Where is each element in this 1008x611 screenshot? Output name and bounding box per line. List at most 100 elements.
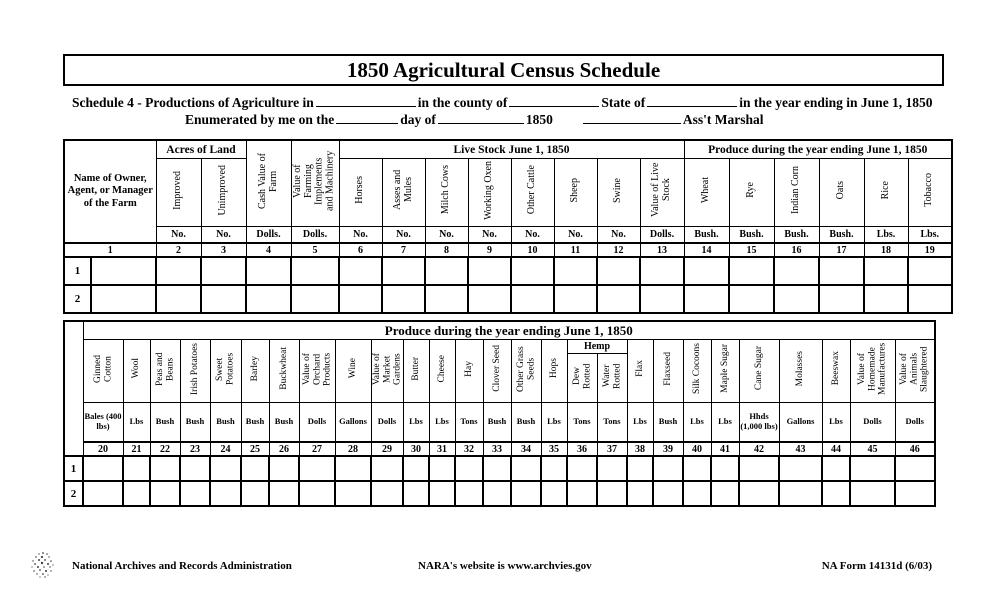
entry-cell-col31 — [428, 480, 456, 507]
name-entry-cell — [90, 284, 157, 314]
unit-value-of-farming-implements-and-machinery: Dolls. — [290, 226, 340, 244]
entry-cell-col33 — [482, 480, 512, 507]
unit-working-oxen: No. — [467, 226, 512, 244]
entry-cell-col40 — [682, 480, 712, 507]
entry-cell-col12 — [596, 284, 641, 314]
column-number-1: 1 — [63, 242, 157, 258]
entry-cell-col28 — [334, 455, 372, 482]
column-number-5: 5 — [290, 242, 340, 258]
blank-field — [437, 111, 524, 124]
column-number-39: 39 — [652, 441, 684, 457]
column-header-cheese-label: Cheese — [436, 354, 447, 383]
entry-cell-col30 — [402, 455, 430, 482]
column-header-value-of-live-stock: Value of Live Stock — [639, 158, 685, 227]
header-text: 1850 — [525, 112, 553, 127]
column-header-value-of-live-stock-label: Value of Live Stock — [650, 162, 672, 218]
column-number-18: 18 — [863, 242, 909, 258]
entry-cell-col20 — [82, 480, 124, 507]
unit-horses: No. — [338, 226, 383, 244]
entry-cell-col18 — [863, 256, 909, 286]
entry-cell-col40 — [682, 455, 712, 482]
entry-cell-col9 — [467, 284, 512, 314]
column-header-hay: Hay — [454, 339, 484, 403]
unit-swine: No. — [596, 226, 641, 244]
column-header-buckwheat: Buckwheat — [268, 339, 300, 403]
entry-cell-col13 — [639, 256, 685, 286]
column-header-other-cattle: Other Cattle — [510, 158, 555, 227]
entry-cell-col26 — [268, 480, 300, 507]
spacer — [555, 123, 583, 124]
entry-cell-col18 — [863, 284, 909, 314]
unit-flaxseed: Bush — [652, 402, 684, 443]
entry-cell-col39 — [652, 455, 684, 482]
entry-cell-col31 — [428, 455, 456, 482]
column-header-oats: Oats — [818, 158, 865, 227]
column-number-2: 2 — [155, 242, 202, 258]
column-header-cash-value-of-farm: Cash Value of Farm — [245, 139, 292, 227]
column-number-44: 44 — [821, 441, 851, 457]
entry-cell-col4 — [245, 284, 292, 314]
column-number-35: 35 — [540, 441, 568, 457]
column-number-42: 42 — [738, 441, 780, 457]
column-number-33: 33 — [482, 441, 512, 457]
column-header-sweet-potatoes: Sweet Potatoes — [209, 339, 242, 403]
header-text: Enumerated by me on the — [185, 112, 335, 127]
entry-cell-col3 — [200, 284, 247, 314]
column-header-other-grass-seeds: Other Grass Seeds — [510, 339, 542, 403]
column-header-hops-label: Hops — [548, 358, 559, 379]
entry-cell-col44 — [821, 480, 851, 507]
footer-form-number: NA Form 14131d (6/03) — [821, 560, 932, 572]
entry-cell-col38 — [626, 480, 654, 507]
column-number-14: 14 — [683, 242, 730, 258]
column-number-30: 30 — [402, 441, 430, 457]
unit-hay: Tons — [454, 402, 484, 443]
header-text: Schedule 4 - Productions of Agriculture … — [72, 95, 314, 110]
unit-cheese: Lbs — [428, 402, 456, 443]
column-header-flaxseed: Flaxseed — [652, 339, 684, 403]
entry-cell-col32 — [454, 455, 484, 482]
column-number-13: 13 — [639, 242, 685, 258]
unit-wheat: Bush. — [683, 226, 730, 244]
column-header-buckwheat-label: Buckwheat — [278, 347, 289, 390]
entry-cell-col11 — [553, 256, 598, 286]
entry-cell-col44 — [821, 455, 851, 482]
entry-cell-col36 — [566, 480, 598, 507]
column-header-horses-label: Horses — [354, 176, 366, 204]
column-header-other-cattle-label: Other Cattle — [526, 165, 538, 215]
entry-cell-col43 — [778, 455, 823, 482]
column-number-7: 7 — [381, 242, 426, 258]
blank-field — [315, 94, 416, 107]
column-header-swine-label: Swine — [612, 177, 624, 203]
column-header-irish-potatoes: Irish Potatoes — [179, 339, 211, 403]
column-header-value-of-market-gardens-label: Value of Market Gardens — [371, 352, 403, 385]
entry-cell-col46 — [894, 480, 936, 507]
column-header-peas-and-beans: Peas and Beans — [149, 339, 181, 403]
group-header-produce: Produce during the year ending June 1, 1… — [683, 139, 953, 159]
column-header-hay-label: Hay — [463, 360, 474, 377]
column-header-butter: Butter — [402, 339, 430, 403]
schedule-line: Schedule 4 - Productions of Agriculture … — [70, 94, 935, 111]
column-header-improved-label: Improved — [172, 170, 184, 210]
entry-cell-col23 — [179, 480, 211, 507]
column-header-maple-sugar-label: Maple Sugar — [719, 344, 730, 393]
column-header-value-of-homemade-manufactures-label: Value of Homemade Manufactures — [857, 342, 888, 395]
header-text: State of — [601, 95, 646, 110]
entry-cell-col10 — [510, 256, 555, 286]
column-number-40: 40 — [682, 441, 712, 457]
column-header-rice: Rice — [863, 158, 909, 227]
unit-silk-cocoons: Lbs — [682, 402, 712, 443]
column-header-value-of-farming-implements-and-machinery-label: Value of Farming Implements and Machiner… — [292, 150, 336, 212]
column-header-indian-corn-label: Indian Corn — [790, 165, 802, 215]
column-header-wheat: Wheat — [683, 158, 730, 227]
column-number-23: 23 — [179, 441, 211, 457]
column-number-34: 34 — [510, 441, 542, 457]
column-header-oats-label: Oats — [835, 180, 847, 200]
column-header-clover-seed-label: Clover Seed — [491, 345, 502, 392]
entry-cell-col4 — [245, 256, 292, 286]
column-header-beeswax: Beeswax — [821, 339, 851, 403]
column-number-21: 21 — [122, 441, 151, 457]
entry-cell-col34 — [510, 455, 542, 482]
column-header-ginned-cotton-label: Ginned Cotton — [92, 354, 113, 383]
entry-cell-col26 — [268, 455, 300, 482]
unit-butter: Lbs — [402, 402, 430, 443]
